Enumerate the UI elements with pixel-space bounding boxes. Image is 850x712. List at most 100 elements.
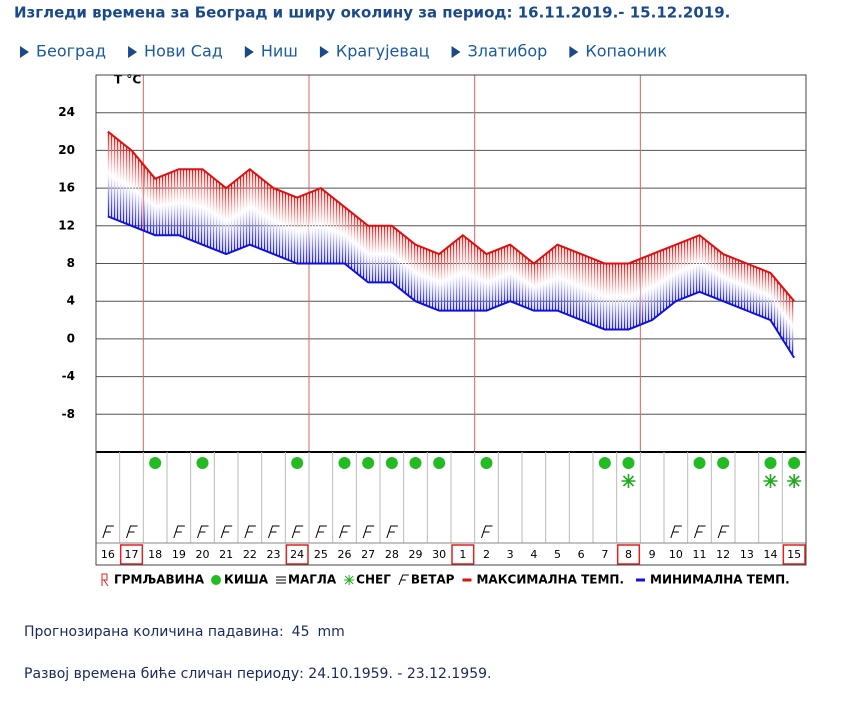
x-tick-label: 2 [483, 548, 490, 561]
temp-band [314, 190, 317, 264]
nav-link[interactable]: Копаоник [585, 42, 667, 61]
wind-icon [694, 525, 706, 539]
precip-value: 45 [292, 624, 310, 640]
nav-arrow [128, 46, 138, 58]
temp-band [269, 185, 272, 253]
temp-band [776, 280, 779, 331]
temp-band [590, 257, 593, 324]
temp-band [317, 189, 320, 264]
temp-band [290, 195, 293, 261]
temp-band [455, 240, 458, 311]
temp-band [365, 223, 368, 281]
temp-band [359, 219, 362, 276]
wind-icon [481, 525, 493, 539]
temp-band [602, 262, 605, 329]
temp-band [131, 150, 134, 226]
temp-band [245, 172, 248, 247]
temp-band [143, 165, 146, 231]
temp-band [446, 247, 449, 311]
x-tick-label: 9 [649, 548, 656, 561]
x-tick-label: 16 [101, 548, 115, 561]
temp-band [470, 241, 473, 311]
temp-band [179, 169, 182, 236]
temp-band [200, 169, 203, 244]
temp-band [353, 214, 356, 271]
temp-band [464, 236, 467, 311]
temp-band [161, 176, 164, 236]
x-tick-label: 11 [693, 548, 707, 561]
temp-band [287, 193, 290, 260]
temp-band [608, 263, 611, 330]
temp-band [461, 236, 464, 311]
snow-icon [621, 474, 636, 488]
temp-band [701, 237, 704, 293]
wind-icon [102, 525, 114, 539]
nav-link[interactable]: Београд [36, 42, 106, 61]
temp-band [413, 243, 416, 300]
rain-icon [788, 457, 801, 469]
day-cell [451, 544, 475, 565]
temp-band [155, 178, 158, 236]
nav-link[interactable]: Златибор [468, 42, 548, 61]
temp-band [614, 263, 617, 330]
legend-label: ГРМЉАВИНА [114, 573, 205, 587]
y-tick-label: -4 [62, 369, 75, 383]
temp-band [212, 177, 215, 249]
x-tick-label: 12 [716, 548, 730, 561]
temp-band [791, 298, 794, 355]
temp-band [683, 241, 686, 299]
temp-band [704, 239, 707, 294]
nav-link[interactable]: Ниш [261, 42, 298, 61]
temp-band [395, 228, 398, 286]
temp-band [311, 191, 314, 264]
temp-band [305, 194, 308, 264]
temp-band [158, 177, 161, 236]
x-tick-label: 6 [578, 548, 585, 561]
temp-band [425, 248, 428, 306]
nav-link[interactable]: Нови Сад [144, 42, 223, 61]
y-tick-label: 12 [58, 218, 75, 232]
temp-band [296, 197, 299, 264]
temp-band [209, 175, 212, 248]
temp-band [320, 188, 323, 264]
temp-band [146, 168, 149, 232]
temp-band [764, 270, 767, 318]
temp-band [428, 249, 431, 307]
temp-band [218, 182, 221, 252]
nav-link[interactable]: Крагујевац [336, 42, 430, 61]
temp-band [533, 263, 536, 311]
temp-band [743, 262, 746, 310]
temp-band [728, 256, 731, 304]
temp-band [581, 254, 584, 321]
temp-band [239, 177, 242, 249]
temp-band [578, 253, 581, 320]
x-tick-label: 7 [601, 548, 608, 561]
temp-band [569, 249, 572, 316]
x-tick-label: 20 [196, 548, 210, 561]
temp-band [389, 225, 392, 283]
temp-band [641, 258, 644, 325]
temp-band [713, 246, 716, 298]
temp-band [722, 253, 725, 302]
temp-band [329, 195, 332, 264]
x-tick-label: 21 [219, 548, 233, 561]
x-tick-label: 8 [625, 548, 632, 561]
precip-label: Прогнозирана количина падавина: [24, 624, 284, 640]
temp-band [650, 254, 653, 321]
temp-band [587, 256, 590, 323]
temp-band [584, 255, 587, 322]
x-tick-label: 4 [530, 548, 537, 561]
temp-band [731, 257, 734, 305]
temp-band [407, 238, 410, 296]
temp-band [785, 291, 788, 345]
temp-band [437, 253, 440, 311]
x-tick-label: 14 [764, 548, 778, 561]
temp-band [410, 240, 413, 298]
temp-band [638, 259, 641, 326]
x-tick-label: 26 [338, 548, 352, 561]
day-cell [782, 544, 806, 565]
temp-band [401, 233, 404, 291]
x-tick-label: 22 [243, 548, 257, 561]
precip-unit: mm [317, 624, 344, 640]
